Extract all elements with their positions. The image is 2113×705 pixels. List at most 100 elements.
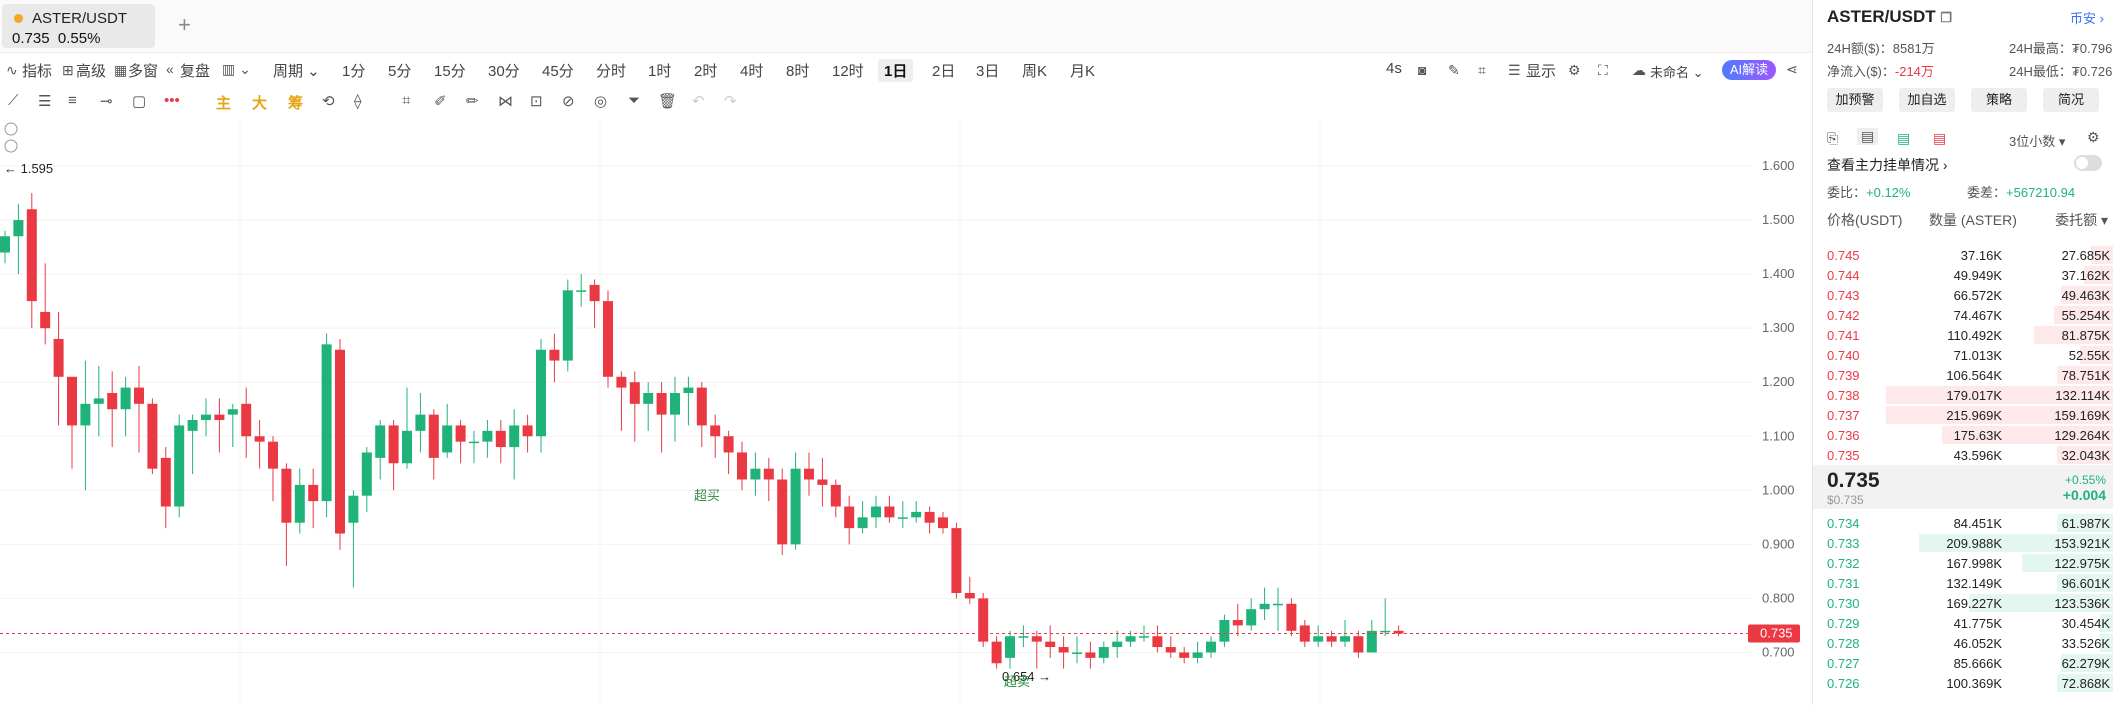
- watchlist-button[interactable]: 加自选: [1899, 88, 1955, 112]
- pattern-icon[interactable]: ⋈: [498, 93, 513, 110]
- order-row[interactable]: 0.737 215.969K 159.169K: [1813, 405, 2113, 425]
- order-row[interactable]: 0.728 46.052K 33.526K: [1813, 633, 2113, 653]
- order-row[interactable]: 0.744 49.949K 37.162K: [1813, 265, 2113, 285]
- share-icon[interactable]: ⋖: [1786, 61, 1798, 77]
- interval-2h[interactable]: 2时: [694, 63, 718, 80]
- interval-2d[interactable]: 2日: [932, 63, 956, 80]
- interval-30m[interactable]: 30分: [488, 63, 520, 80]
- interval-5m[interactable]: 5分: [388, 63, 412, 80]
- order-row[interactable]: 0.730 169.227K 123.536K: [1813, 593, 2113, 613]
- order-row[interactable]: 0.740 71.013K 52.55K: [1813, 345, 2113, 365]
- interval-1d[interactable]: 1日: [878, 59, 914, 82]
- pen-icon[interactable]: ✎: [1448, 62, 1460, 78]
- interval-3d[interactable]: 3日: [976, 63, 1000, 80]
- book-mode-icon[interactable]: ⎘: [1827, 130, 1839, 146]
- chart-type-icon[interactable]: ▥ ⌄: [222, 61, 251, 77]
- trash-icon[interactable]: 🗑: [658, 93, 678, 110]
- order-row[interactable]: 0.726 100.369K 72.868K: [1813, 673, 2113, 693]
- main-orders-link[interactable]: 查看主力挂单情况 ›: [1827, 157, 1948, 173]
- total-header[interactable]: 委托额 ▾: [2055, 212, 2108, 228]
- candle-body: [710, 425, 721, 437]
- candlestick-chart[interactable]: 1.600 1.500 1.400 1.300 1.200 1.100 1.000 0.900…: [0, 118, 1808, 705]
- main-force-button[interactable]: 主: [216, 95, 232, 112]
- interval-month[interactable]: 月K: [1070, 63, 1096, 80]
- camera-icon[interactable]: ◙: [1418, 62, 1427, 78]
- bids-only-icon[interactable]: ▤: [1897, 130, 1911, 146]
- refresh-rate[interactable]: 4s: [1386, 60, 1402, 77]
- order-total: 61.987K: [2061, 516, 2110, 531]
- main-orders-toggle[interactable]: [2074, 155, 2102, 171]
- order-row[interactable]: 0.734 84.451K 61.987K: [1813, 513, 2113, 533]
- large-orders-button[interactable]: 大: [252, 95, 268, 112]
- ruler-icon[interactable]: ✐: [434, 93, 447, 110]
- strategy-button[interactable]: 策略: [1971, 88, 2027, 112]
- collapse-icons[interactable]: [4, 122, 18, 153]
- copy-icon[interactable]: ❐: [1940, 10, 1953, 25]
- sync-icon[interactable]: ⟲: [322, 93, 335, 110]
- lock-icon[interactable]: ⊡: [530, 93, 543, 110]
- replay-button[interactable]: 复盘: [180, 63, 211, 80]
- asks-only-icon[interactable]: ▤: [1933, 130, 1947, 146]
- interval-15m[interactable]: 15分: [434, 63, 466, 80]
- advanced-button[interactable]: 高级: [76, 63, 107, 80]
- parallel-lines-icon[interactable]: ☰: [38, 93, 52, 110]
- brush-icon[interactable]: ✏: [466, 93, 479, 110]
- interval-timeshare[interactable]: 分时: [596, 63, 627, 80]
- order-row[interactable]: 0.739 106.564K 78.751K: [1813, 365, 2113, 385]
- order-row[interactable]: 0.743 66.572K 49.463K: [1813, 285, 2113, 305]
- order-row[interactable]: 0.729 41.775K 30.454K: [1813, 613, 2113, 633]
- rectangle-icon[interactable]: ▢: [132, 93, 147, 110]
- order-row[interactable]: 0.732 167.998K 122.975K: [1813, 553, 2113, 573]
- settings-icon[interactable]: ⚙: [1568, 62, 1581, 78]
- fullscreen-icon[interactable]: ⛶: [1598, 62, 1608, 78]
- settings-icon[interactable]: ⚙: [2087, 129, 2100, 145]
- filter-icon[interactable]: ⏷: [628, 92, 641, 109]
- order-row[interactable]: 0.742 74.467K 55.254K: [1813, 305, 2113, 325]
- measure-icon[interactable]: ⟠: [354, 93, 362, 110]
- chips-button[interactable]: 筹: [288, 95, 304, 112]
- interval-1h[interactable]: 1时: [648, 63, 672, 80]
- layout-name-dropdown[interactable]: 未命名 ⌄: [1650, 65, 1704, 80]
- redo-icon[interactable]: ↷: [724, 93, 737, 110]
- order-row[interactable]: 0.733 209.988K 153.921K: [1813, 533, 2113, 553]
- interval-week[interactable]: 周K: [1022, 63, 1048, 80]
- interval-1m[interactable]: 1分: [342, 63, 366, 80]
- exchange-link[interactable]: 币安 ›: [2070, 11, 2104, 26]
- overview-button[interactable]: 简况: [2043, 88, 2099, 112]
- order-row[interactable]: 0.731 132.149K 96.601K: [1813, 573, 2113, 593]
- symbol-tab[interactable]: ASTER/USDT 0.735 0.55%: [2, 4, 155, 48]
- hide-icon[interactable]: ⊘: [562, 93, 575, 110]
- candle-body: [160, 457, 171, 507]
- trend-line-icon[interactable]: ⟋: [8, 92, 19, 109]
- multi-window-button[interactable]: 多窗: [128, 63, 159, 80]
- period-dropdown[interactable]: 周期 ⌄: [273, 63, 320, 80]
- ray-icon[interactable]: ⊸: [100, 93, 113, 110]
- horizontal-lines-icon[interactable]: ≡: [68, 92, 77, 109]
- interval-4h[interactable]: 4时: [740, 63, 764, 80]
- order-price: 0.730: [1827, 596, 1860, 611]
- depth-bar: [2079, 346, 2113, 364]
- ai-analysis-button[interactable]: AI解读: [1722, 60, 1776, 80]
- both-sides-icon[interactable]: ▤: [1857, 128, 1879, 145]
- crop-icon[interactable]: ⌗: [402, 92, 411, 109]
- interval-45m[interactable]: 45分: [542, 63, 574, 80]
- order-row[interactable]: 0.738 179.017K 132.114K: [1813, 385, 2113, 405]
- candle-body: [1018, 636, 1029, 638]
- layout-icon[interactable]: ⌗: [1478, 62, 1486, 78]
- order-row[interactable]: 0.745 37.16K 27.685K: [1813, 245, 2113, 265]
- order-row[interactable]: 0.735 43.596K 32.043K: [1813, 445, 2113, 465]
- order-row[interactable]: 0.727 85.666K 62.279K: [1813, 653, 2113, 673]
- interval-12h[interactable]: 12时: [832, 63, 864, 80]
- undo-icon[interactable]: ↶: [692, 93, 705, 110]
- order-row[interactable]: 0.736 175.63K 129.264K: [1813, 425, 2113, 445]
- alert-button[interactable]: 加预警: [1827, 88, 1883, 112]
- indicators-button[interactable]: 指标: [22, 63, 53, 80]
- more-tools-icon[interactable]: •••: [164, 92, 180, 109]
- display-button[interactable]: 显示: [1526, 63, 1557, 80]
- interval-8h[interactable]: 8时: [786, 63, 810, 80]
- order-quantity: 43.596K: [1953, 448, 2002, 463]
- magnet-icon[interactable]: ◎: [594, 93, 608, 110]
- decimals-dropdown[interactable]: 3位小数 ▾: [2009, 134, 2066, 149]
- add-tab-button[interactable]: +: [178, 12, 191, 37]
- order-row[interactable]: 0.741 110.492K 81.875K: [1813, 325, 2113, 345]
